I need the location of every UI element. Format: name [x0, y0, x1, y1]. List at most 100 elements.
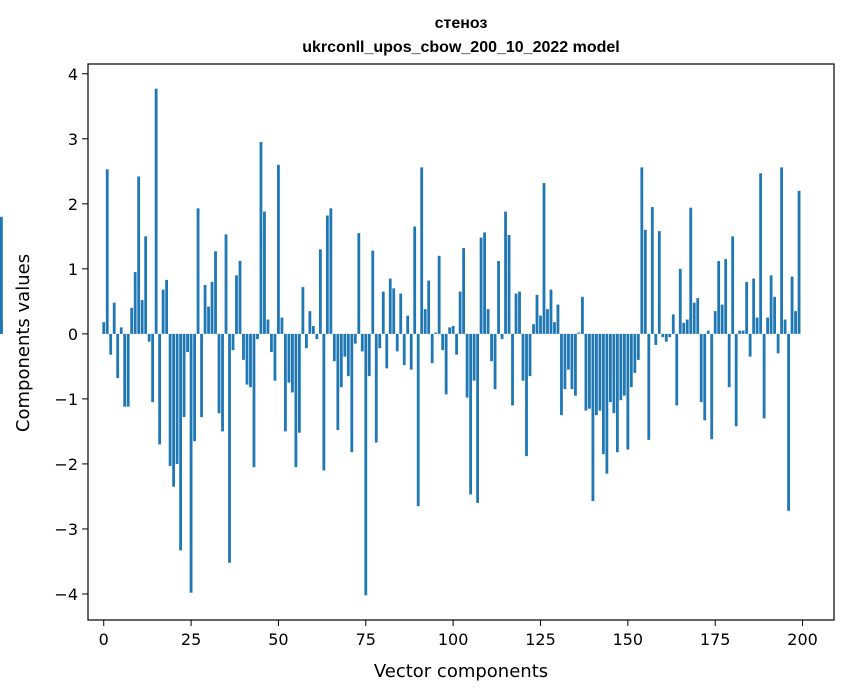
bar [636, 333, 640, 360]
bar [277, 164, 280, 334]
bar [353, 333, 357, 344]
bar [699, 333, 703, 403]
bar [745, 281, 749, 334]
bar [511, 333, 514, 406]
bar [266, 319, 270, 334]
bar [650, 207, 654, 334]
bar [598, 333, 602, 411]
bar [504, 211, 507, 334]
bar [175, 333, 179, 464]
bar [242, 333, 245, 360]
bar [406, 315, 410, 334]
bar [322, 333, 326, 471]
y-tick-label: 4 [68, 65, 78, 84]
bar [692, 302, 696, 334]
bar [147, 333, 151, 342]
bar [371, 250, 375, 334]
bar [172, 333, 176, 487]
x-tick-label: 100 [438, 630, 469, 649]
chart-subtitle: ukrconll_upos_cbow_200_10_2022 model [302, 39, 619, 56]
bar [601, 333, 605, 455]
bar [413, 226, 417, 334]
bar [214, 251, 217, 334]
x-tick-label: 125 [525, 630, 556, 649]
bar [287, 333, 291, 383]
bar [207, 306, 210, 334]
bar [595, 333, 598, 416]
bar [294, 333, 298, 468]
bar [116, 333, 120, 379]
bar [444, 333, 448, 395]
bar [483, 232, 486, 334]
bar [367, 333, 371, 377]
bar [193, 333, 196, 442]
bar [284, 333, 287, 432]
bar [165, 279, 169, 334]
bar [584, 333, 588, 411]
y-axis-ticks: −4 −3 −2 −1 0 1 2 3 4 [54, 65, 88, 604]
bar [546, 309, 549, 334]
bar [490, 333, 493, 362]
bar [360, 333, 364, 352]
bar [563, 333, 567, 390]
bar [336, 333, 340, 431]
x-tick-label: 75 [356, 630, 376, 649]
bar [619, 333, 623, 401]
bar [273, 333, 277, 381]
y-tick-label: −1 [54, 390, 78, 409]
y-tick-label: 0 [68, 325, 78, 344]
bar [731, 236, 735, 334]
bar [762, 333, 766, 419]
bar [105, 169, 109, 334]
bar [427, 280, 431, 334]
bar [399, 293, 403, 334]
bar [671, 314, 675, 334]
bar [381, 291, 385, 334]
bar [168, 333, 172, 466]
bar [643, 229, 647, 334]
bar [252, 333, 256, 468]
bar [123, 333, 127, 407]
bar [633, 333, 637, 373]
bar [486, 309, 490, 334]
bar [228, 333, 231, 563]
bar [727, 333, 731, 388]
bar [560, 333, 563, 416]
bar [402, 333, 406, 366]
bar [577, 332, 581, 334]
bar [706, 330, 710, 334]
bar [154, 88, 158, 334]
x-tick-label: 25 [181, 630, 201, 649]
bar [409, 333, 413, 370]
bar [615, 333, 619, 453]
bar [350, 333, 354, 453]
bar [797, 190, 801, 334]
bar [374, 333, 378, 443]
bar [542, 183, 546, 334]
x-tick-label: 175 [700, 630, 731, 649]
bar [553, 322, 556, 334]
bar [720, 304, 724, 334]
bar [249, 333, 252, 388]
bar [126, 333, 130, 407]
chart-title: стеноз [435, 15, 488, 32]
bar [343, 333, 347, 357]
bar [161, 289, 165, 334]
bar [308, 311, 312, 334]
bar [748, 333, 752, 357]
bar [535, 294, 539, 334]
bar [259, 142, 263, 334]
bar [200, 333, 203, 418]
bar [315, 333, 319, 340]
bar [270, 333, 273, 353]
bar [119, 327, 123, 334]
bar [210, 281, 214, 334]
bar [231, 333, 235, 351]
bar [724, 259, 728, 334]
bar [339, 333, 343, 388]
bar [668, 333, 672, 338]
bar [465, 333, 469, 398]
bar [430, 333, 434, 364]
